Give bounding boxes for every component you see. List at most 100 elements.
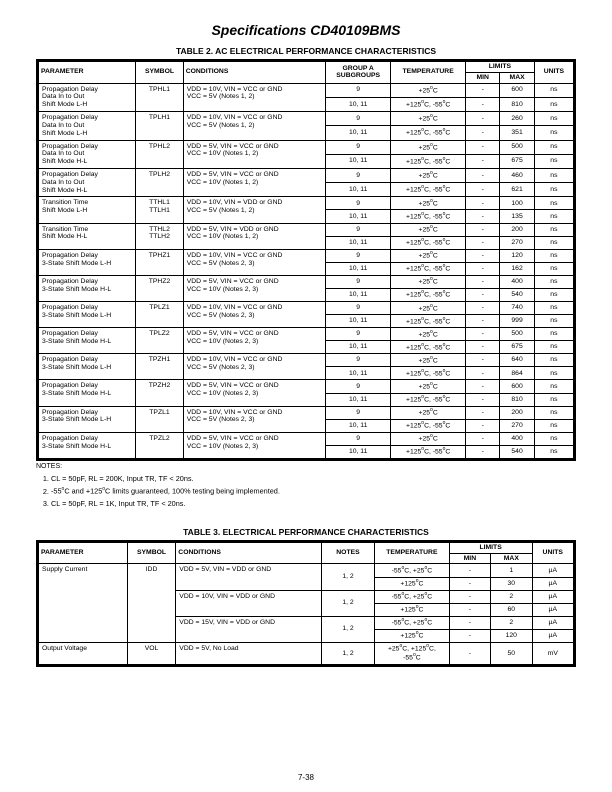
- t2-h-param: PARAMETER: [39, 62, 136, 84]
- cell-max: 810: [500, 393, 534, 406]
- cell-notes: 1, 2: [321, 564, 374, 590]
- table-row: Propagation Delay3-State Shift Mode H-LT…: [39, 432, 574, 445]
- cell-sub: 10, 11: [326, 393, 391, 406]
- cell-temp: +125oC, -55oC: [391, 367, 466, 380]
- cell-units: ns: [534, 154, 573, 168]
- cell-units: ns: [534, 419, 573, 432]
- cell-units: ns: [534, 223, 573, 236]
- cell-param: Propagation Delay3-State Shift Mode L-H: [39, 249, 136, 275]
- cell-min: -: [466, 197, 500, 210]
- cell-param: Propagation Delay3-State Shift Mode H-L: [39, 432, 136, 458]
- t2-h-sub: GROUP ASUBGROUPS: [326, 62, 391, 84]
- cell-sub: 10, 11: [326, 210, 391, 223]
- cell-units: ns: [534, 168, 573, 182]
- cell-units: ns: [534, 183, 573, 197]
- cell-sub: 10, 11: [326, 154, 391, 168]
- cell-symbol: TPZH2: [136, 380, 183, 406]
- cell-max: 60: [491, 603, 532, 616]
- cell-cond: VDD = 10V, VIN = VCC or GNDVCC = 5V (Not…: [183, 249, 325, 275]
- note-item: -55oC and +125oC limits guaranteed, 100%…: [51, 486, 576, 496]
- cell-min: -: [466, 210, 500, 223]
- cell-units: µA: [532, 564, 573, 577]
- cell-temp: -55oC, +25oC: [375, 616, 450, 629]
- cell-temp: +25oC: [391, 197, 466, 210]
- cell-max: 400: [500, 275, 534, 288]
- cell-max: 640: [500, 354, 534, 367]
- cell-max: 864: [500, 367, 534, 380]
- cell-temp: +125oC, -55oC: [391, 288, 466, 301]
- cell-sub: 9: [326, 275, 391, 288]
- cell-units: ns: [534, 393, 573, 406]
- cell-sub: 10, 11: [326, 367, 391, 380]
- cell-temp: +125oC, -55oC: [391, 341, 466, 354]
- cell-sub: 10, 11: [326, 445, 391, 458]
- cell-min: -: [466, 236, 500, 249]
- t2-h-cond: CONDITIONS: [183, 62, 325, 84]
- cell-min: -: [466, 140, 500, 154]
- cell-units: ns: [534, 406, 573, 419]
- cell-temp: +125oC, -55oC: [391, 126, 466, 140]
- table-row: Propagation Delay3-State Shift Mode H-LT…: [39, 328, 574, 341]
- cell-cond: VDD = 5V, VIN = VCC or GNDVCC = 10V (Not…: [183, 168, 325, 196]
- table-row: Propagation DelayData In to OutShift Mod…: [39, 83, 574, 97]
- cell-temp: +25oC: [391, 112, 466, 126]
- table2-title: TABLE 2. AC ELECTRICAL PERFORMANCE CHARA…: [36, 46, 576, 56]
- cell-temp: +25oC: [391, 354, 466, 367]
- cell-param: Transition TimeShift Mode L-H: [39, 197, 136, 223]
- cell-max: 100: [500, 197, 534, 210]
- t3-h-notes: NOTES: [321, 542, 374, 564]
- t3-h-symbol: SYMBOL: [127, 542, 176, 564]
- cell-min: -: [466, 315, 500, 328]
- cell-temp: +25oC: [391, 275, 466, 288]
- cell-min: -: [449, 577, 490, 590]
- cell-units: ns: [534, 210, 573, 223]
- cell-min: -: [466, 183, 500, 197]
- cell-symbol: TPLH2: [136, 168, 183, 196]
- cell-min: -: [449, 629, 490, 642]
- cell-symbol: TTHL1TTLH1: [136, 197, 183, 223]
- cell-max: 400: [500, 432, 534, 445]
- t2-h-units: UNITS: [534, 62, 573, 84]
- cell-notes: 1, 2: [321, 616, 374, 642]
- table-row: Propagation Delay3-State Shift Mode H-LT…: [39, 275, 574, 288]
- t3-h-max: MAX: [491, 553, 532, 564]
- cell-min: -: [449, 616, 490, 629]
- cell-param: Output Voltage: [39, 642, 128, 664]
- cell-max: 600: [500, 380, 534, 393]
- cell-units: ns: [534, 341, 573, 354]
- cell-notes: 1, 2: [321, 590, 374, 616]
- cell-param: Propagation DelayData In to OutShift Mod…: [39, 168, 136, 196]
- cell-min: -: [466, 275, 500, 288]
- t3-h-min: MIN: [449, 553, 490, 564]
- cell-min: -: [466, 83, 500, 97]
- cell-sub: 9: [326, 249, 391, 262]
- table-row: Transition TimeShift Mode L-HTTHL1TTLH1V…: [39, 197, 574, 210]
- cell-param: Propagation DelayData In to OutShift Mod…: [39, 83, 136, 111]
- cell-sub: 10, 11: [326, 262, 391, 275]
- cell-param: Propagation Delay3-State Shift Mode H-L: [39, 275, 136, 301]
- cell-min: -: [466, 126, 500, 140]
- cell-sub: 9: [326, 140, 391, 154]
- cell-notes: 1, 2: [321, 642, 374, 664]
- t2-h-max: MAX: [500, 72, 534, 83]
- cell-min: -: [466, 341, 500, 354]
- cell-cond: VDD = 10V, VIN = VCC or GNDVCC = 5V (Not…: [183, 354, 325, 380]
- t3-h-limits: LIMITS: [449, 542, 532, 553]
- cell-temp: +125oC, -55oC: [391, 236, 466, 249]
- table3-title: TABLE 3. ELECTRICAL PERFORMANCE CHARACTE…: [36, 527, 576, 537]
- cell-param: Propagation Delay3-State Shift Mode H-L: [39, 328, 136, 354]
- cell-sub: 9: [326, 406, 391, 419]
- table-row: Propagation Delay3-State Shift Mode L-HT…: [39, 354, 574, 367]
- cell-units: ns: [534, 445, 573, 458]
- cell-max: 30: [491, 577, 532, 590]
- cell-temp: +125oC, -55oC: [391, 393, 466, 406]
- cell-min: -: [466, 328, 500, 341]
- table-row: Propagation Delay3-State Shift Mode L-HT…: [39, 249, 574, 262]
- cell-sub: 9: [326, 328, 391, 341]
- cell-sub: 10, 11: [326, 236, 391, 249]
- page-number: 7-38: [0, 773, 612, 782]
- cell-cond: VDD = 15V, VIN = VDD or GND: [176, 616, 322, 642]
- cell-max: 120: [500, 249, 534, 262]
- cell-sub: 9: [326, 302, 391, 315]
- cell-param: Propagation DelayData In to OutShift Mod…: [39, 140, 136, 168]
